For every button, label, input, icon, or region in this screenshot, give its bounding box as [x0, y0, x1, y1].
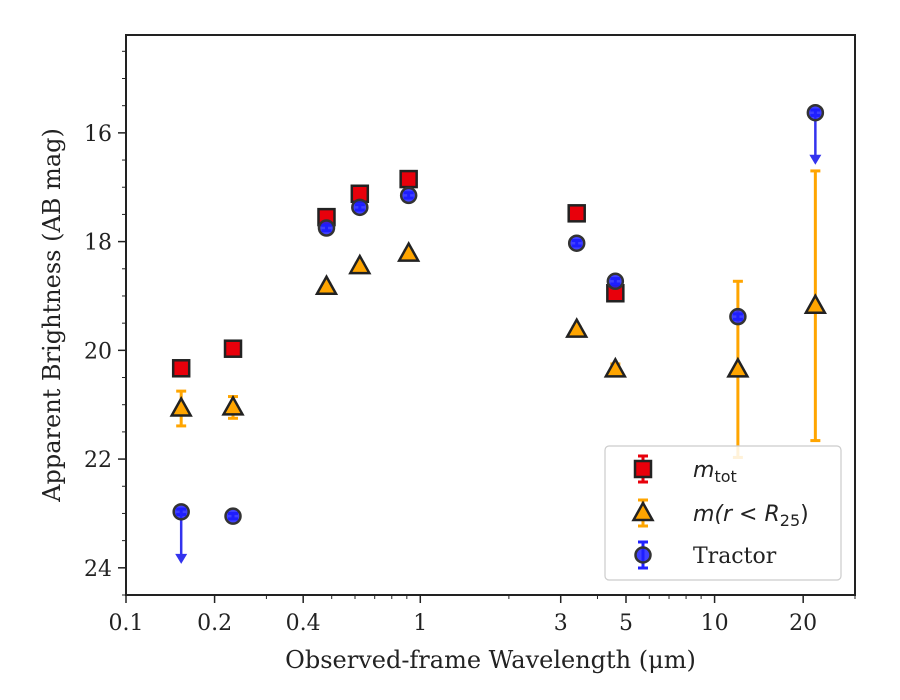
marker-circle — [172, 503, 190, 521]
limit-arrow-head — [809, 154, 822, 165]
data-point — [729, 307, 747, 326]
legend-marker-triangle — [631, 500, 655, 522]
data-point — [314, 274, 339, 295]
marker-circle — [351, 198, 369, 217]
marker-circle — [399, 186, 418, 205]
x-tick-label: 0.2 — [197, 611, 232, 636]
x-tick-label: 5 — [619, 611, 633, 636]
data-point — [606, 272, 625, 291]
marker-triangle — [314, 274, 339, 295]
data-point — [224, 507, 242, 525]
x-tick-label: 20 — [789, 611, 817, 636]
marker-circle — [729, 307, 747, 326]
data-point — [567, 204, 586, 223]
legend-marker-square — [633, 459, 653, 479]
data-point — [317, 219, 336, 237]
data-point — [221, 394, 245, 420]
legend-label-mr: m(r < R25) — [693, 502, 809, 530]
marker-triangle — [603, 356, 627, 378]
marker-square — [399, 169, 418, 189]
marker-square — [171, 359, 191, 378]
legend-label-mtot-main: m — [693, 458, 714, 483]
x-tick-label: 1 — [413, 611, 427, 636]
data-point — [567, 234, 586, 252]
legend-label-mtot: mtot — [693, 458, 737, 486]
legend-label-tractor: Tractor — [693, 544, 777, 569]
marker-triangle — [726, 356, 750, 378]
limit-arrow-head — [175, 553, 188, 564]
legend-label-mr-sub: 25 — [780, 511, 800, 530]
data-point — [223, 339, 243, 358]
legend: mtot m(r < R25) Tractor — [604, 445, 842, 581]
y-axis-title: Apparent Brightness (AB mag) — [38, 128, 66, 503]
y-tick-label: 24 — [84, 557, 112, 582]
x-tick-label: 0.4 — [286, 611, 321, 636]
legend-entry — [634, 540, 652, 570]
marker-square — [223, 339, 243, 358]
series-triangle — [169, 169, 827, 459]
marker-triangle — [803, 293, 827, 315]
marker-triangle — [348, 253, 372, 275]
data-point — [350, 184, 370, 204]
data-point — [806, 103, 825, 165]
y-tick-label: 20 — [84, 339, 112, 364]
marker-circle — [806, 103, 825, 122]
series-square — [171, 169, 625, 378]
data-point — [399, 186, 418, 205]
y-tick-label: 16 — [84, 122, 112, 147]
data-point — [172, 503, 190, 564]
plot-frame — [125, 34, 856, 596]
marker-circle — [606, 272, 625, 291]
y-tick-label: 22 — [84, 448, 112, 473]
data-layer — [169, 103, 827, 564]
data-point — [397, 241, 421, 262]
legend-entry — [631, 498, 655, 528]
x-tick-label: 0.1 — [109, 611, 144, 636]
x-tick-label: 10 — [701, 611, 729, 636]
data-point — [726, 279, 750, 459]
legend-box — [604, 445, 842, 581]
legend-entry — [633, 454, 653, 484]
marker-circle — [224, 507, 242, 525]
marker-circle — [567, 234, 586, 252]
y-tick-label: 18 — [84, 231, 112, 256]
legend-label-mtot-sub: tot — [714, 467, 736, 486]
marker-triangle — [397, 241, 421, 262]
data-point — [169, 389, 193, 428]
data-point — [603, 356, 627, 378]
data-point — [803, 169, 827, 443]
legend-marker-circle — [634, 546, 652, 564]
marker-triangle — [221, 394, 245, 416]
series-circle — [172, 103, 825, 564]
legend-label-mr-close: ) — [800, 502, 809, 527]
x-tick-label: 3 — [554, 611, 568, 636]
marker-square — [567, 204, 586, 223]
x-axis-title: Observed-frame Wavelength (μm) — [285, 646, 696, 674]
marker-triangle — [565, 317, 589, 338]
marker-circle — [317, 219, 336, 237]
data-point — [399, 169, 418, 189]
data-point — [348, 253, 372, 275]
legend-label-mr-main: m(r < R — [693, 502, 780, 527]
data-point — [171, 359, 191, 378]
marker-triangle — [169, 395, 193, 417]
data-point — [351, 198, 369, 217]
data-point — [565, 317, 589, 338]
ticks-layer: 0.1 0.2 0.4 1 3 5 10 20 16 18 20 22 24 — [84, 50, 856, 636]
